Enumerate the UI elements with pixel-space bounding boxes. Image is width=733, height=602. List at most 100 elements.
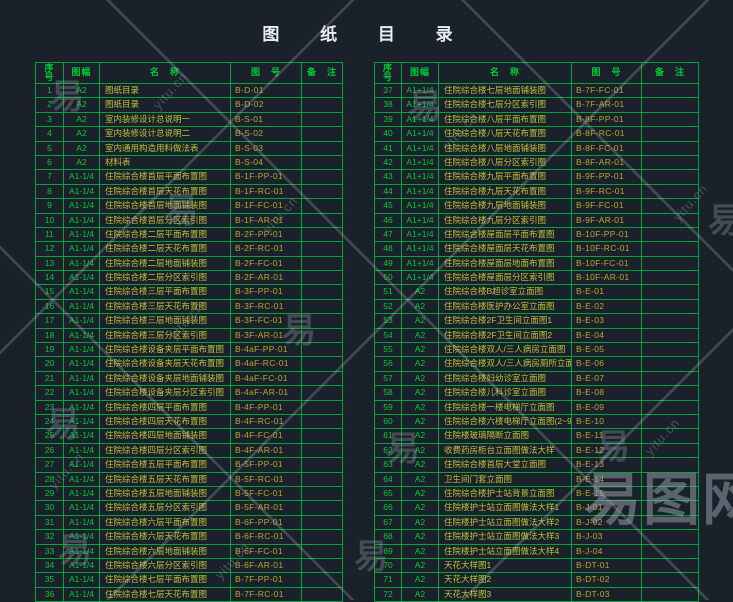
table-row: 23 A1-1/4 住院综合楼四层平面布置图 B-4F-PP-01 xyxy=(36,399,342,414)
cell-note xyxy=(641,170,698,184)
cell-note xyxy=(641,429,698,443)
table-row: 26 A1-1/4 住院综合楼四层分区索引图 B-4F-AR-01 xyxy=(36,442,342,458)
cell-code: B-J-04 xyxy=(571,544,641,558)
cell-code: B-6F-RC-01 xyxy=(230,530,301,544)
cell-name: 住院综合楼三层平面布置图 xyxy=(99,285,230,299)
cell-note xyxy=(301,573,342,587)
cell-name: 住院综合楼五层分区索引图 xyxy=(99,501,230,515)
cell-size: A1+1/4 xyxy=(401,242,438,256)
table-row: 16 A1-1/4 住院综合楼三层天花布置图 B-3F-RC-01 xyxy=(36,298,342,314)
cell-size: A1-1/4 xyxy=(63,587,99,602)
table-row: 57 A2 住院综合楼妇幼诊室立面图 B-E-07 xyxy=(375,370,698,386)
cell-name: 住院综合楼九层天花布置图 xyxy=(438,184,571,199)
cell-name: 天花大样图1 xyxy=(438,558,571,573)
cell-size: A2 xyxy=(401,530,438,544)
cell-no: 66 xyxy=(383,502,393,513)
cell-no: 52 xyxy=(383,300,393,311)
cell-name: 天花大样图3 xyxy=(438,587,571,602)
cell-note xyxy=(641,486,698,501)
cell-code: B-E-12 xyxy=(571,443,641,458)
cell-code: B-4aF-PP-01 xyxy=(230,343,301,357)
cell-size: A2 xyxy=(401,587,438,602)
cell-note xyxy=(641,285,698,299)
cell-no: 26 xyxy=(44,444,55,455)
table-row: 25 A1-1/4 住院综合楼四层地面铺装图 B-4F-FC-01 xyxy=(36,428,342,443)
cell-name: 住院综合楼首层平面布置图 xyxy=(99,170,230,184)
table-row: 27 A1-1/4 住院综合楼五层平面布置图 B-5F-PP-01 xyxy=(36,457,342,472)
cell-name: 住院综合楼首层地面铺装图 xyxy=(99,199,230,213)
cell-no: 12 xyxy=(44,243,55,254)
cell-size: A2 xyxy=(63,127,99,141)
table-row: 66 A2 住院楼护士站立面图做法大样1 B-J-01 xyxy=(375,500,698,515)
cell-no: 39 xyxy=(383,113,393,124)
table-row: 29 A1-1/4 住院综合楼五层地面铺装图 B-5F-FC-01 xyxy=(36,485,342,501)
cell-size: A2 xyxy=(401,285,438,299)
cell-code: B-3F-PP-01 xyxy=(230,285,301,299)
table-row: 69 A2 住院楼护士站立面图做法大样4 B-J-04 xyxy=(375,543,698,558)
cell-size: A2 xyxy=(401,386,438,400)
cell-name: 住院综合楼六楼电梯厅立面图(2~9楼参考) xyxy=(438,414,571,429)
cell-note xyxy=(641,573,698,587)
cell-no: 29 xyxy=(44,487,55,498)
cell-code: B-4F-AR-01 xyxy=(230,443,301,458)
cell-name: 住院综合楼六层地面铺装图 xyxy=(99,544,230,558)
table-row: 31 A1-1/4 住院综合楼六层平面布置图 B-6F-PP-01 xyxy=(36,514,342,530)
cell-code: B-J-02 xyxy=(571,515,641,530)
cell-name: 室内装修设计总说明一 xyxy=(99,112,230,127)
cell-name: 住院综合楼设备夹层平面布置图 xyxy=(99,343,230,357)
cell-no: 2 xyxy=(47,99,52,110)
cell-size: A2 xyxy=(401,414,438,429)
cell-no: 68 xyxy=(383,531,393,542)
cell-no: 38 xyxy=(383,99,393,110)
cell-no: 10 xyxy=(44,214,55,225)
table-row: 10 A1-1/4 住院综合楼首层分区索引图 B-1F-AR-01 xyxy=(36,212,342,227)
cell-no: 55 xyxy=(383,344,393,355)
cell-size: A2 xyxy=(401,328,438,343)
cell-name: 住院综合楼七层天花布置图 xyxy=(99,587,230,602)
table-row: 33 A1-1/4 住院综合楼六层地面铺装图 B-6F-FC-01 xyxy=(36,543,342,558)
cell-note xyxy=(301,515,342,530)
cell-note xyxy=(641,84,698,98)
table-row: 58 A2 住院综合楼儿科诊室立面图 B-E-08 xyxy=(375,385,698,400)
cell-name: 住院综合楼医护办公室立面图 xyxy=(438,299,571,314)
cell-name: 材料表 xyxy=(99,155,230,170)
cell-size: A1-1/4 xyxy=(63,501,99,515)
cell-name: 住院综合楼二层平面布置图 xyxy=(99,227,230,242)
table-row: 1 A2 图纸目录 B-D-01 xyxy=(36,83,342,98)
table-row: 34 A1-1/4 住院综合楼六层分区索引图 B-6F-AR-01 xyxy=(36,557,342,573)
table-row: 24 A1-1/4 住院综合楼四层天花布置图 B-4F-RC-01 xyxy=(36,413,342,429)
cell-no: 40 xyxy=(383,128,393,139)
cell-name: 住院综合楼四层地面铺装图 xyxy=(99,429,230,443)
cell-size: A1-1/4 xyxy=(63,472,99,486)
cell-name: 住院综合楼五层平面布置图 xyxy=(99,458,230,472)
cell-name: 住院综合楼双人/三人病房厕所立面图 xyxy=(438,357,571,371)
cell-name: 住院综合楼八层平面布置图 xyxy=(438,112,571,127)
cell-no: 53 xyxy=(383,315,393,326)
cell-code: B-8F-PP-01 xyxy=(571,112,641,127)
cell-no: 47 xyxy=(383,228,393,239)
cell-name: 住院综合楼七层平面布置图 xyxy=(99,573,230,587)
cell-size: A1+1/4 xyxy=(401,184,438,199)
cell-size: A2 xyxy=(401,443,438,458)
cell-code: B-E-15 xyxy=(571,486,641,501)
cell-size: A2 xyxy=(401,429,438,443)
cell-note xyxy=(641,112,698,127)
cell-size: A2 xyxy=(401,486,438,501)
cell-no: 6 xyxy=(47,156,52,167)
cell-name: 住院楼玻璃隔断立面图 xyxy=(438,429,571,443)
cell-name: 住院综合楼二层天花布置图 xyxy=(99,242,230,256)
cell-no: 50 xyxy=(383,272,393,283)
cell-note xyxy=(641,299,698,314)
cell-note xyxy=(641,357,698,371)
cell-note xyxy=(301,400,342,414)
table-row: 6 A2 材料表 B-S-04 xyxy=(36,154,342,170)
cell-note xyxy=(641,271,698,285)
cell-code: B-E-13 xyxy=(571,458,641,472)
cell-name: 住院综合楼妇幼诊室立面图 xyxy=(438,371,571,386)
cell-size: A2 xyxy=(401,314,438,328)
column-header-size: 图幅 xyxy=(63,63,99,83)
cell-size: A1-1/4 xyxy=(63,558,99,573)
cell-no: 15 xyxy=(44,286,55,297)
cell-size: A2 xyxy=(63,84,99,98)
